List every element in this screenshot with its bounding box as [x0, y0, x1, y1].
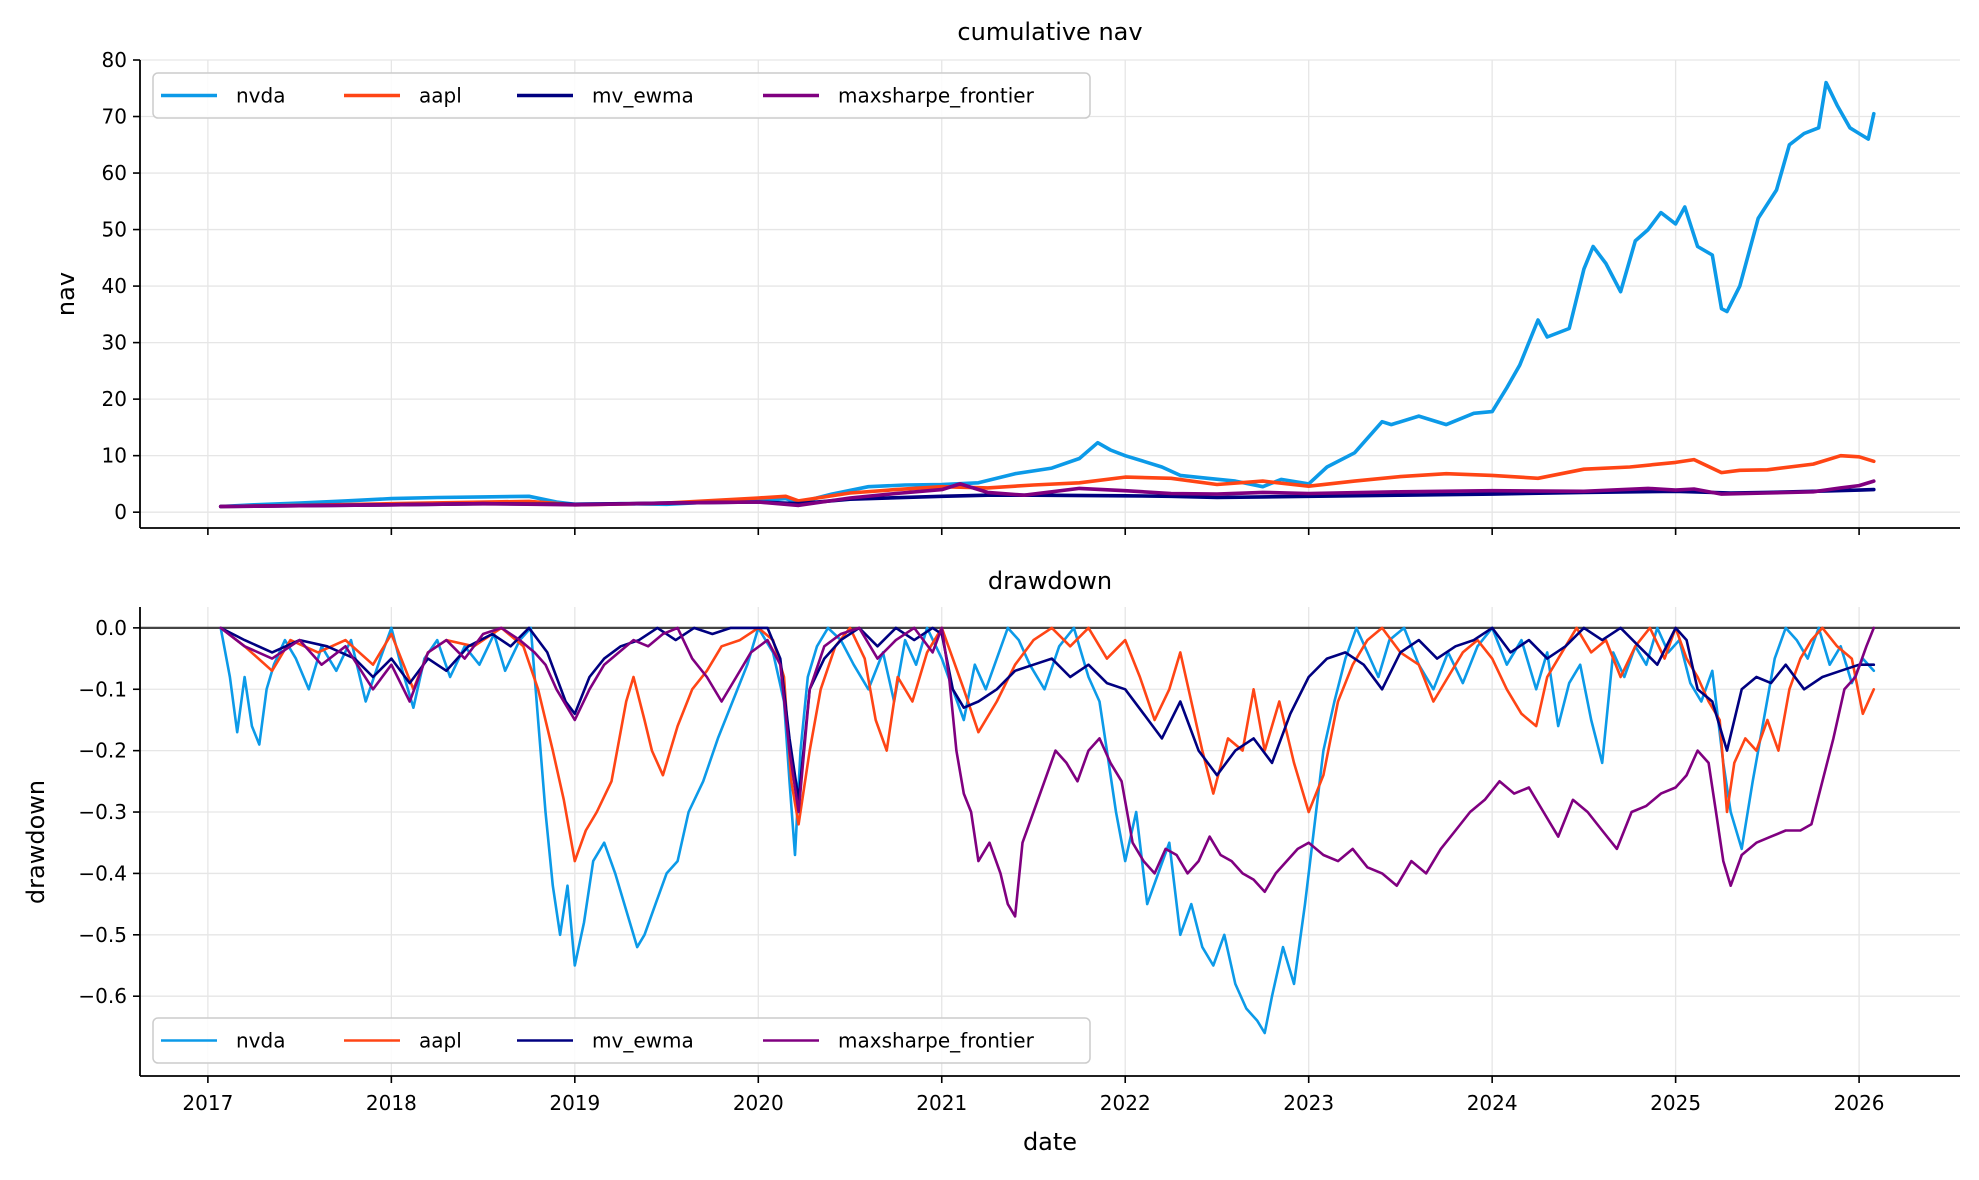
y-tick-label: 10: [102, 444, 127, 468]
y-tick-label: −0.2: [78, 739, 127, 763]
drawdown-y-axis-label: drawdown: [22, 780, 50, 904]
legend-label: maxsharpe_frontier: [838, 84, 1035, 108]
legend-item-maxsharpe-frontier: maxsharpe_frontier: [763, 84, 1035, 108]
legend-label: aapl: [419, 84, 462, 108]
y-tick-label: 30: [102, 331, 127, 355]
y-tick-label: 50: [102, 218, 127, 242]
nav-xticks: [207, 528, 1860, 535]
legend-item-aapl: aapl: [344, 84, 462, 108]
y-tick-label: −0.6: [78, 984, 127, 1008]
x-tick-label: 2024: [1467, 1091, 1518, 1115]
nav-panel: cumulative nav 0 10 20 30 40 50 60 70 80 nav nvd…: [52, 18, 1960, 535]
drawdown-axes: [139, 607, 1960, 1077]
x-tick-label: 2021: [916, 1091, 967, 1115]
x-tick-label: 2019: [549, 1091, 600, 1115]
drawdown-legend: nvda aapl mv_ewma maxsharpe_frontier: [152, 1017, 1091, 1064]
nav-chart-title: cumulative nav: [957, 18, 1142, 46]
y-tick-label: 0.0: [95, 616, 127, 640]
x-tick-label: 2025: [1650, 1091, 1701, 1115]
series-line-aapl: [219, 626, 1876, 863]
legend-item-nvda: nvda: [161, 84, 285, 108]
legend-label: nvda: [236, 84, 285, 108]
nav-grid: [140, 59, 1960, 528]
legend-label: aapl: [419, 1029, 462, 1053]
legend-item-aapl: aapl: [344, 1029, 462, 1053]
nav-yticks: 0 10 20 30 40 50 60 70 80: [102, 48, 140, 524]
x-tick-label: 2020: [733, 1091, 784, 1115]
x-tick-label: 2018: [366, 1091, 417, 1115]
series-line-nvda: [218, 80, 1876, 509]
x-tick-label: 2026: [1834, 1091, 1885, 1115]
drawdown-series: [219, 626, 1876, 1035]
y-tick-label: 0: [114, 500, 127, 524]
drawdown-xticks: 2017 2018 2019 2020 2021 2022 2023 2024 2025 2026: [182, 1076, 1885, 1115]
series-line-maxsharpe-frontier: [219, 626, 1876, 918]
y-tick-label: −0.4: [78, 861, 127, 885]
y-tick-label: 60: [102, 161, 127, 185]
y-tick-label: −0.5: [78, 923, 127, 947]
legend-label: mv_ewma: [592, 1029, 694, 1053]
legend-label: mv_ewma: [592, 84, 694, 108]
drawdown-yticks: 0.0 −0.1 −0.2 −0.3 −0.4 −0.5 −0.6: [78, 616, 140, 1008]
legend-item-mv-ewma: mv_ewma: [517, 1029, 694, 1053]
nav-y-axis-label: nav: [52, 272, 80, 316]
series-line-mv-ewma: [219, 626, 1876, 802]
drawdown-chart-title: drawdown: [988, 567, 1112, 595]
legend-box: [152, 1017, 1091, 1064]
nav-axes: [139, 60, 1960, 529]
series-line-aapl: [218, 453, 1876, 509]
y-tick-label: −0.1: [78, 677, 127, 701]
legend-item-nvda: nvda: [161, 1029, 285, 1053]
y-tick-label: 80: [102, 48, 127, 72]
legend-box: [152, 72, 1091, 119]
legend-label: maxsharpe_frontier: [838, 1029, 1035, 1053]
y-tick-label: −0.3: [78, 800, 127, 824]
nav-legend: nvda aapl mv_ewma maxsharpe_frontier: [152, 72, 1091, 119]
y-tick-label: 20: [102, 387, 127, 411]
legend-item-maxsharpe-frontier: maxsharpe_frontier: [763, 1029, 1035, 1053]
x-tick-label: 2017: [182, 1091, 233, 1115]
x-tick-label: 2022: [1100, 1091, 1151, 1115]
legend-label: nvda: [236, 1029, 285, 1053]
x-tick-label: 2023: [1283, 1091, 1334, 1115]
series-line-maxsharpe-frontier: [218, 479, 1876, 509]
nav-series: [218, 80, 1876, 509]
drawdown-panel: drawdown 0.0 −0.1 −0.2 −0.3 −0.4 −0.5 −0.6 201…: [22, 567, 1960, 1156]
y-tick-label: 40: [102, 274, 127, 298]
x-axis-label: date: [1023, 1128, 1077, 1156]
y-tick-label: 70: [102, 105, 127, 129]
legend-item-mv-ewma: mv_ewma: [517, 84, 694, 108]
